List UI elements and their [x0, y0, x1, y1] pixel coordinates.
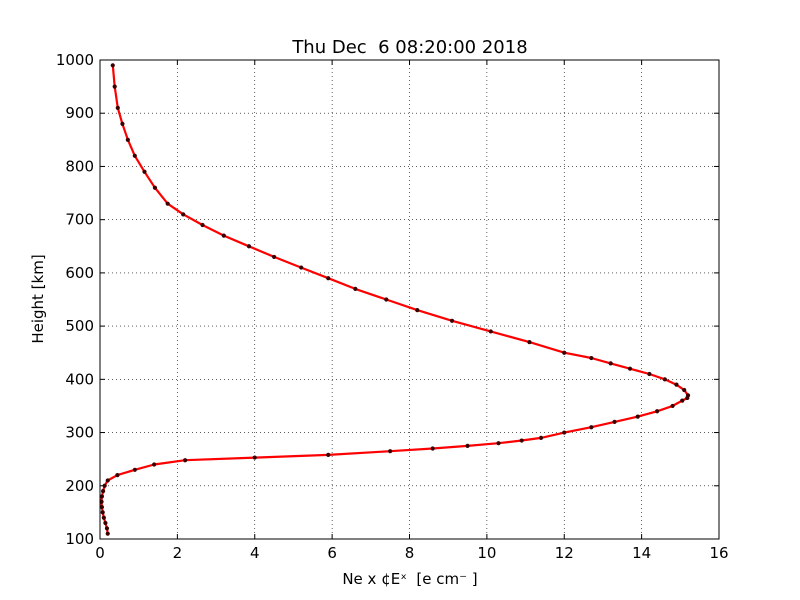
- data-point: [589, 355, 594, 361]
- data-point: [680, 398, 685, 403]
- data-point: [326, 276, 331, 281]
- y-axis-ticks: 100 200 300 400 500 600 700 800 900 1000: [56, 51, 719, 548]
- data-point: [353, 286, 358, 291]
- data-point: [165, 201, 170, 206]
- x-tick-label: 2: [173, 544, 183, 562]
- data-point: [103, 520, 108, 526]
- x-tick-label: 16: [709, 544, 728, 562]
- data-point: [488, 329, 493, 334]
- data-point: [685, 393, 691, 398]
- data-point: [183, 458, 188, 463]
- data-point: [674, 382, 679, 387]
- data-point: [115, 105, 120, 110]
- y-tick-label: 1000: [56, 51, 94, 69]
- y-tick-label: 400: [65, 370, 94, 388]
- y-tick-label: 300: [65, 424, 94, 442]
- data-point: [99, 494, 105, 499]
- data-point: [682, 387, 687, 393]
- data-point: [496, 441, 501, 446]
- data-point: [415, 308, 420, 313]
- data-point: [142, 169, 147, 174]
- data-point: [152, 462, 157, 467]
- data-point: [101, 515, 106, 520]
- y-tick-label: 800: [65, 157, 94, 175]
- data-point: [100, 489, 106, 494]
- data-point: [120, 121, 125, 126]
- y-axis-label: Height [km]: [29, 254, 47, 343]
- data-point: [104, 526, 110, 531]
- y-tick-label: 500: [65, 317, 94, 335]
- x-axis-label: Ne x ¢Eˣ [e cm⁻ ]: [342, 570, 477, 588]
- data-point: [246, 244, 252, 249]
- data-point: [589, 425, 594, 430]
- y-tick-label: 600: [65, 264, 94, 282]
- data-point: [152, 185, 158, 190]
- data-point: [105, 478, 110, 483]
- data-point: [538, 435, 544, 440]
- data-point: [102, 483, 107, 488]
- data-point: [125, 137, 130, 142]
- data-point: [110, 63, 115, 68]
- x-tick-label: 6: [327, 544, 337, 562]
- data-point: [115, 473, 120, 478]
- y-tick-label: 200: [65, 477, 94, 495]
- x-tick-label: 10: [477, 544, 496, 562]
- data-point: [662, 377, 667, 382]
- data-point: [655, 409, 660, 414]
- x-tick-label: 12: [555, 544, 574, 562]
- data-point: [388, 449, 393, 454]
- data-point: [465, 443, 470, 448]
- data-point: [670, 403, 675, 409]
- data-point: [132, 153, 137, 158]
- data-point: [647, 371, 652, 377]
- data-point: [449, 318, 455, 323]
- data-point: [430, 446, 435, 451]
- y-tick-label: 100: [65, 530, 94, 548]
- data-point: [384, 297, 389, 302]
- data-point: [100, 510, 105, 515]
- data-point: [132, 467, 137, 472]
- plot-area-frame: [99, 59, 720, 540]
- data-point: [562, 430, 567, 435]
- data-point: [612, 419, 617, 425]
- y-tick-label: 700: [65, 211, 94, 229]
- data-point: [200, 222, 205, 228]
- data-point: [562, 350, 567, 355]
- data-point: [326, 452, 331, 458]
- chart-title: Thu Dec 6 08:20:00 2018: [291, 37, 527, 58]
- data-point: [252, 455, 257, 460]
- x-tick-label: 14: [632, 544, 651, 562]
- data-point: [608, 361, 613, 366]
- data-point: [221, 233, 226, 238]
- data-point: [271, 254, 277, 260]
- data-point: [105, 531, 110, 536]
- x-tick-label: 8: [405, 544, 415, 562]
- x-tick-label: 0: [95, 544, 105, 562]
- data-point: [112, 84, 117, 89]
- data-point: [99, 504, 105, 510]
- data-point: [627, 366, 633, 371]
- data-point: [299, 265, 304, 270]
- data-point: [519, 438, 524, 443]
- data-point: [527, 339, 532, 345]
- x-tick-label: 4: [250, 544, 260, 562]
- data-point: [635, 414, 640, 419]
- y-tick-label: 900: [65, 104, 94, 122]
- data-point: [181, 212, 186, 217]
